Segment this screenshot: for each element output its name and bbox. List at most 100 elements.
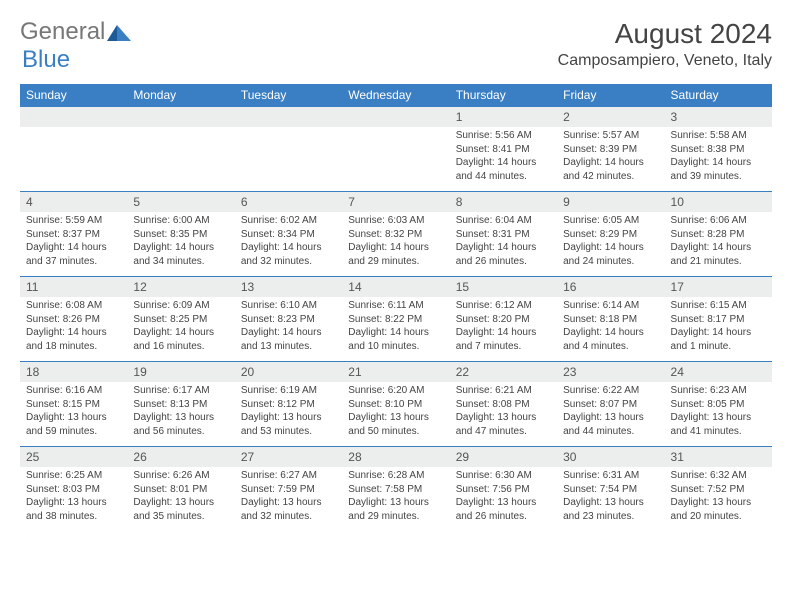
day-info-line: and 35 minutes. (133, 510, 228, 524)
day-number-cell: 8 (450, 192, 557, 213)
day-info-line: Sunset: 8:35 PM (133, 228, 228, 242)
day-number-cell: 14 (342, 277, 449, 298)
day-info-line: Sunrise: 6:04 AM (456, 214, 551, 228)
day-info-line: Sunrise: 5:59 AM (26, 214, 121, 228)
day-info-line: Daylight: 14 hours (456, 156, 551, 170)
day-info-line: Sunrise: 6:20 AM (348, 384, 443, 398)
calendar-table: Sunday Monday Tuesday Wednesday Thursday… (20, 84, 772, 531)
day-info-line: Daylight: 14 hours (133, 326, 228, 340)
day-info-cell: Sunrise: 6:25 AMSunset: 8:03 PMDaylight:… (20, 467, 127, 531)
day-info-line: Sunrise: 6:05 AM (563, 214, 658, 228)
location: Camposampiero, Veneto, Italy (558, 52, 772, 70)
day-info-line: and 4 minutes. (563, 340, 658, 354)
day-info-line: Daylight: 14 hours (26, 326, 121, 340)
day-number-row: 11121314151617 (20, 277, 772, 298)
day-info-cell: Sunrise: 5:59 AMSunset: 8:37 PMDaylight:… (20, 212, 127, 277)
day-info-cell (235, 127, 342, 192)
day-info-line: Daylight: 14 hours (241, 241, 336, 255)
day-info-line: and 37 minutes. (26, 255, 121, 269)
day-info-cell: Sunrise: 6:22 AMSunset: 8:07 PMDaylight:… (557, 382, 664, 447)
day-info-line: and 26 minutes. (456, 510, 551, 524)
day-info-line: Daylight: 13 hours (563, 496, 658, 510)
day-info-line: Sunset: 8:23 PM (241, 313, 336, 327)
day-info-line: and 20 minutes. (671, 510, 766, 524)
day-info-line: Sunset: 7:56 PM (456, 483, 551, 497)
day-info-line: and 42 minutes. (563, 170, 658, 184)
weekday-header: Tuesday (235, 84, 342, 107)
day-info-line: Daylight: 13 hours (133, 496, 228, 510)
day-info-line: and 47 minutes. (456, 425, 551, 439)
day-info-line: and 23 minutes. (563, 510, 658, 524)
day-info-line: Daylight: 14 hours (563, 241, 658, 255)
day-info-cell: Sunrise: 6:23 AMSunset: 8:05 PMDaylight:… (665, 382, 772, 447)
day-info-line: Sunset: 8:03 PM (26, 483, 121, 497)
day-info-line: Sunrise: 6:16 AM (26, 384, 121, 398)
day-info-line: Sunset: 8:38 PM (671, 143, 766, 157)
day-info-cell: Sunrise: 6:17 AMSunset: 8:13 PMDaylight:… (127, 382, 234, 447)
day-info-line: and 7 minutes. (456, 340, 551, 354)
day-info-line: Sunrise: 6:27 AM (241, 469, 336, 483)
day-info-line: and 18 minutes. (26, 340, 121, 354)
day-info-line: Sunrise: 6:10 AM (241, 299, 336, 313)
day-number-row: 45678910 (20, 192, 772, 213)
day-info-line: Sunset: 8:08 PM (456, 398, 551, 412)
day-info-line: and 13 minutes. (241, 340, 336, 354)
day-number-cell: 18 (20, 362, 127, 383)
day-info-line: Sunrise: 6:00 AM (133, 214, 228, 228)
day-number-cell: 9 (557, 192, 664, 213)
logo-icon (107, 20, 131, 38)
day-number-cell: 28 (342, 447, 449, 468)
day-info-line: Daylight: 13 hours (671, 411, 766, 425)
day-info-cell: Sunrise: 5:57 AMSunset: 8:39 PMDaylight:… (557, 127, 664, 192)
day-info-line: Sunset: 8:34 PM (241, 228, 336, 242)
day-info-line: Sunrise: 6:12 AM (456, 299, 551, 313)
day-info-line: Daylight: 14 hours (456, 241, 551, 255)
day-info-cell: Sunrise: 6:32 AMSunset: 7:52 PMDaylight:… (665, 467, 772, 531)
day-info-line: Sunset: 8:41 PM (456, 143, 551, 157)
day-info-line: Sunset: 8:05 PM (671, 398, 766, 412)
day-info-line: Daylight: 13 hours (456, 496, 551, 510)
day-info-row: Sunrise: 6:16 AMSunset: 8:15 PMDaylight:… (20, 382, 772, 447)
day-info-line: Sunrise: 6:22 AM (563, 384, 658, 398)
day-number-cell: 2 (557, 107, 664, 128)
day-info-line: Sunrise: 6:09 AM (133, 299, 228, 313)
day-info-line: Sunset: 8:17 PM (671, 313, 766, 327)
day-info-cell (127, 127, 234, 192)
day-info-line: Sunrise: 5:56 AM (456, 129, 551, 143)
day-info-line: Sunset: 8:29 PM (563, 228, 658, 242)
day-info-line: Daylight: 14 hours (133, 241, 228, 255)
day-info-line: Daylight: 14 hours (348, 241, 443, 255)
day-number-cell: 13 (235, 277, 342, 298)
day-number-cell: 30 (557, 447, 664, 468)
weekday-header-row: Sunday Monday Tuesday Wednesday Thursday… (20, 84, 772, 107)
day-info-line: Sunset: 8:26 PM (26, 313, 121, 327)
day-info-line: and 56 minutes. (133, 425, 228, 439)
day-number-row: 123 (20, 107, 772, 128)
day-info-line: Sunset: 8:18 PM (563, 313, 658, 327)
day-info-line: Sunset: 8:31 PM (456, 228, 551, 242)
day-info-cell: Sunrise: 6:02 AMSunset: 8:34 PMDaylight:… (235, 212, 342, 277)
day-info-line: Sunset: 8:01 PM (133, 483, 228, 497)
day-info-line: and 39 minutes. (671, 170, 766, 184)
day-info-cell: Sunrise: 6:05 AMSunset: 8:29 PMDaylight:… (557, 212, 664, 277)
day-info-line: Sunrise: 6:32 AM (671, 469, 766, 483)
day-info-line: Sunset: 8:10 PM (348, 398, 443, 412)
day-number-cell (20, 107, 127, 128)
day-info-line: and 24 minutes. (563, 255, 658, 269)
day-info-line: Daylight: 14 hours (671, 326, 766, 340)
day-info-row: Sunrise: 5:59 AMSunset: 8:37 PMDaylight:… (20, 212, 772, 277)
day-info-line: Sunrise: 6:06 AM (671, 214, 766, 228)
day-info-line: Sunrise: 6:15 AM (671, 299, 766, 313)
day-number-cell: 27 (235, 447, 342, 468)
day-info-line: Daylight: 13 hours (26, 411, 121, 425)
day-info-line: Sunrise: 6:26 AM (133, 469, 228, 483)
day-number-cell: 25 (20, 447, 127, 468)
day-info-cell: Sunrise: 6:00 AMSunset: 8:35 PMDaylight:… (127, 212, 234, 277)
day-info-line: and 1 minute. (671, 340, 766, 354)
weekday-header: Friday (557, 84, 664, 107)
day-info-cell: Sunrise: 6:14 AMSunset: 8:18 PMDaylight:… (557, 297, 664, 362)
day-info-line: Sunrise: 6:11 AM (348, 299, 443, 313)
day-info-row: Sunrise: 6:08 AMSunset: 8:26 PMDaylight:… (20, 297, 772, 362)
day-info-cell: Sunrise: 6:21 AMSunset: 8:08 PMDaylight:… (450, 382, 557, 447)
day-number-cell: 29 (450, 447, 557, 468)
